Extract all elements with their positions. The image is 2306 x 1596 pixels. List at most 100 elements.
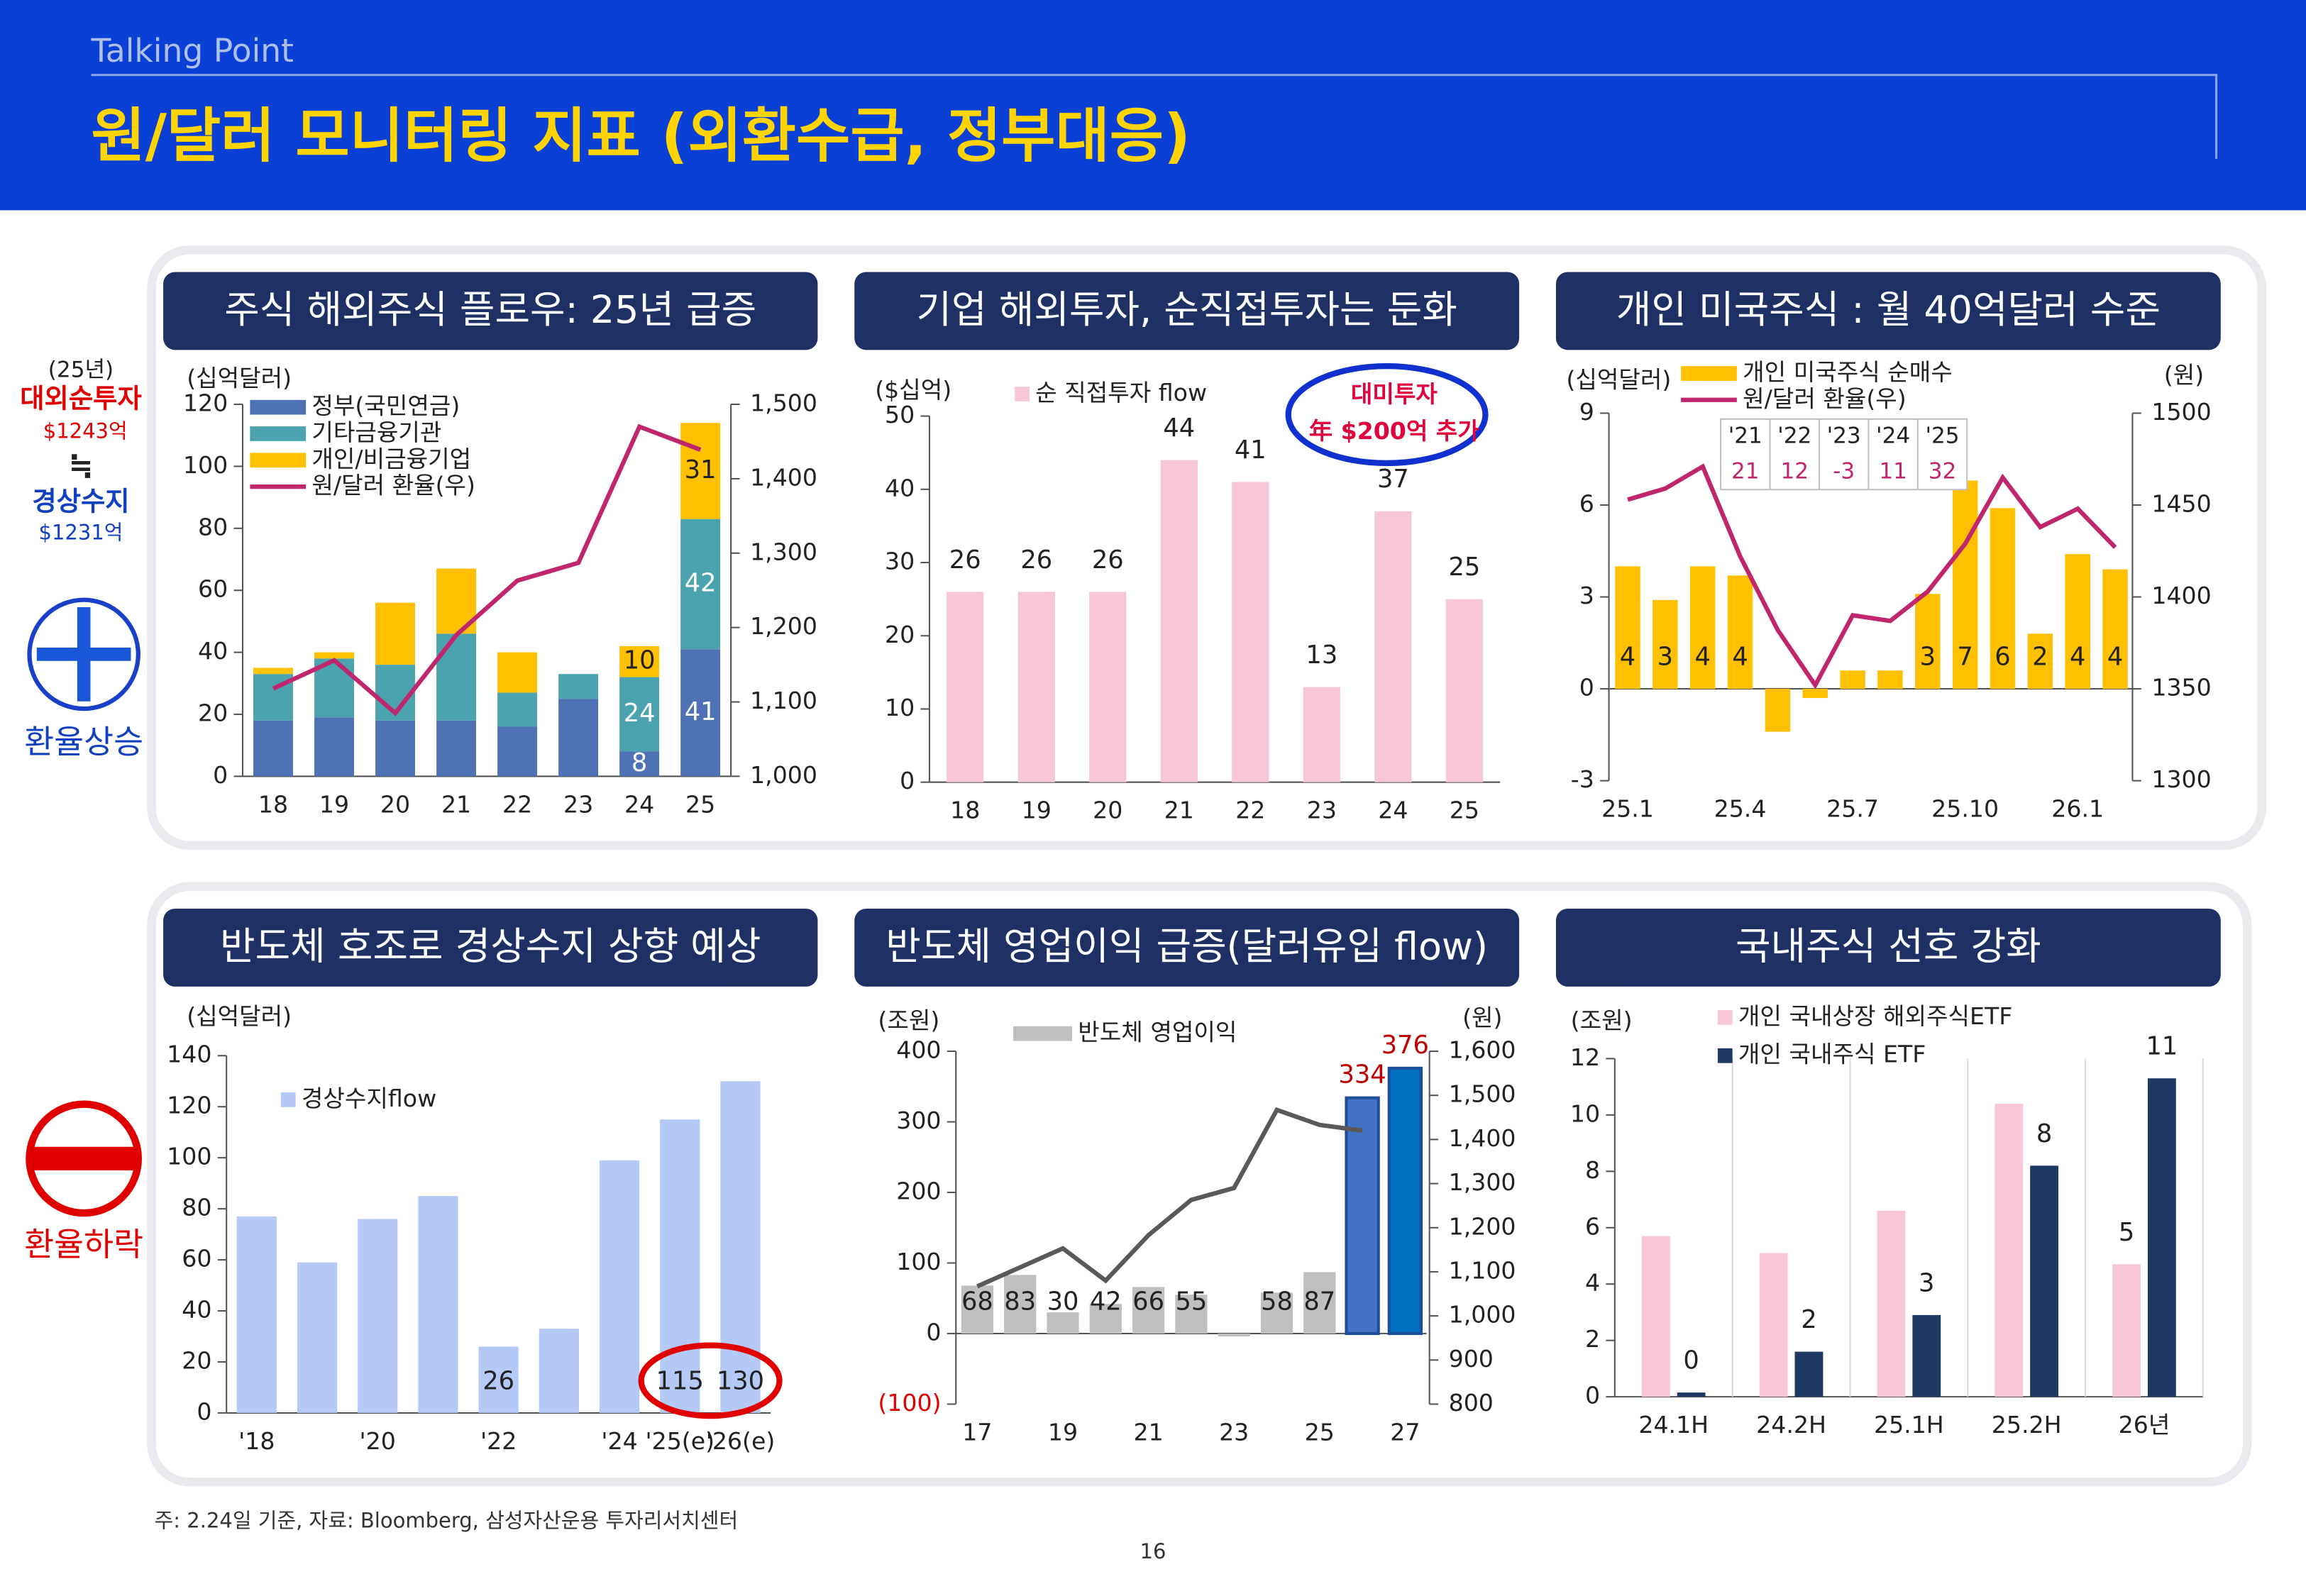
side-label: 경상수지 <box>32 485 129 516</box>
data-label: 376 <box>1381 1031 1429 1060</box>
x-tick-label: 24 <box>624 790 654 818</box>
x-tick-label: 25.4 <box>1714 795 1767 823</box>
data-label: 5 <box>2119 1218 2134 1247</box>
table-value: 32 <box>1929 458 1957 484</box>
data-label: 7 <box>1957 643 1973 672</box>
data-label: 83 <box>1004 1287 1036 1316</box>
bar <box>1445 599 1484 782</box>
x-tick-label: 22 <box>502 790 532 818</box>
plus-icon <box>36 607 131 702</box>
y2-tick-label: 1300 <box>2151 765 2211 793</box>
chart-title: 주식 해외주식 플로우: 25년 급증 <box>224 287 756 332</box>
bar <box>1759 1253 1788 1397</box>
data-label: 4 <box>1694 643 1710 672</box>
bar <box>2065 554 2090 689</box>
bar <box>1653 599 1678 689</box>
y2-tick-label: 1,000 <box>750 761 817 789</box>
y-tick-label: 40 <box>885 474 915 501</box>
table-header: '24 <box>1876 423 1910 449</box>
data-label: 66 <box>1132 1287 1164 1316</box>
x-tick-label: 21 <box>441 790 471 818</box>
y-axis-label: (십억달러) <box>1566 365 1671 393</box>
x-tick-label: 25.7 <box>1826 795 1879 823</box>
bar <box>1160 460 1198 782</box>
data-label: 2 <box>1801 1305 1816 1334</box>
bar <box>947 592 984 782</box>
y-tick-label: 60 <box>182 1245 211 1273</box>
y2-tick-label: 1,400 <box>750 463 817 491</box>
y2-tick-label: 1400 <box>2151 582 2211 609</box>
data-label: 4 <box>1620 643 1635 672</box>
y-tick-label: 20 <box>182 1346 211 1374</box>
data-label: 6 <box>1995 643 2010 672</box>
chart-title: 반도체 영업이익 급증(달러유입 flow) <box>886 924 1488 969</box>
bar <box>375 602 415 665</box>
data-label: 24 <box>624 699 656 728</box>
y-tick-label: 12 <box>1570 1043 1600 1071</box>
y-tick-label: 9 <box>1579 398 1594 426</box>
y2-tick-label: 1350 <box>2151 674 2211 702</box>
bar <box>1915 594 1941 689</box>
bar <box>539 1329 579 1413</box>
bar <box>599 1160 640 1413</box>
y-axis-label: (조원) <box>1571 1007 1633 1034</box>
y-tick-label: 40 <box>198 637 228 665</box>
line <box>976 1107 1363 1289</box>
side-caption: 환율상승 <box>24 723 143 760</box>
bar <box>2147 1078 2176 1397</box>
bar <box>680 423 721 519</box>
y2-tick-label: 1,200 <box>750 612 817 640</box>
bar <box>961 1285 994 1334</box>
y2-tick-label: 1450 <box>2151 489 2211 517</box>
legend-swatch <box>250 399 307 415</box>
bar <box>619 677 660 752</box>
bar <box>497 726 538 777</box>
chart-title: 반도체 호조로 경상수지 상향 예상 <box>220 924 761 969</box>
bar <box>1232 482 1269 782</box>
inset-table <box>1720 418 1968 491</box>
x-tick-label: 24.2H <box>1756 1411 1826 1439</box>
bar <box>358 1219 398 1413</box>
data-label: 4 <box>2070 643 2085 672</box>
data-label: 55 <box>1175 1287 1207 1316</box>
y-tick-label: 6 <box>1579 489 1594 517</box>
header-band <box>0 0 2306 211</box>
bar <box>1303 687 1340 782</box>
y-tick-label: 120 <box>167 1092 211 1119</box>
x-tick-label: '24 <box>601 1427 637 1455</box>
y-axis-label: ($십억) <box>875 376 951 404</box>
data-label: 26 <box>1092 545 1124 575</box>
bar <box>253 667 293 675</box>
page-number: 16 <box>1140 1539 1166 1563</box>
title-box <box>1555 908 2221 987</box>
side-label: 대외순투자 <box>20 382 142 414</box>
y-tick-label: 140 <box>167 1041 211 1068</box>
y-tick-label: 4 <box>1585 1269 1600 1297</box>
x-tick-label: 22 <box>1235 797 1265 824</box>
legend-swatch <box>1013 1026 1073 1041</box>
minus-icon <box>32 1146 136 1170</box>
data-label: 8 <box>2036 1119 2052 1148</box>
data-label: 3 <box>1657 643 1673 672</box>
legend-label: 반도체 영업이익 <box>1078 1019 1237 1046</box>
x-tick-label: 25.1 <box>1601 795 1654 823</box>
data-label: 44 <box>1163 414 1195 443</box>
bar <box>314 717 354 777</box>
y-tick-label: 100 <box>167 1143 211 1170</box>
bar <box>1727 575 1753 689</box>
bar <box>1641 1236 1670 1397</box>
highlight-ring <box>638 1342 783 1419</box>
data-label: 37 <box>1377 465 1409 494</box>
chart-title: 기업 해외투자, 순직접투자는 둔화 <box>916 287 1457 332</box>
side-value: $1243억 <box>43 419 128 443</box>
x-tick-label: 20 <box>1093 797 1122 824</box>
bar <box>314 652 354 659</box>
bar <box>1374 511 1412 782</box>
title-box <box>854 272 1520 350</box>
x-tick-label: 20 <box>380 790 410 818</box>
table-value: -3 <box>1833 458 1855 484</box>
table-value: 11 <box>1879 458 1907 484</box>
y2-axis-label: (원) <box>2164 361 2204 389</box>
bar <box>436 720 477 777</box>
